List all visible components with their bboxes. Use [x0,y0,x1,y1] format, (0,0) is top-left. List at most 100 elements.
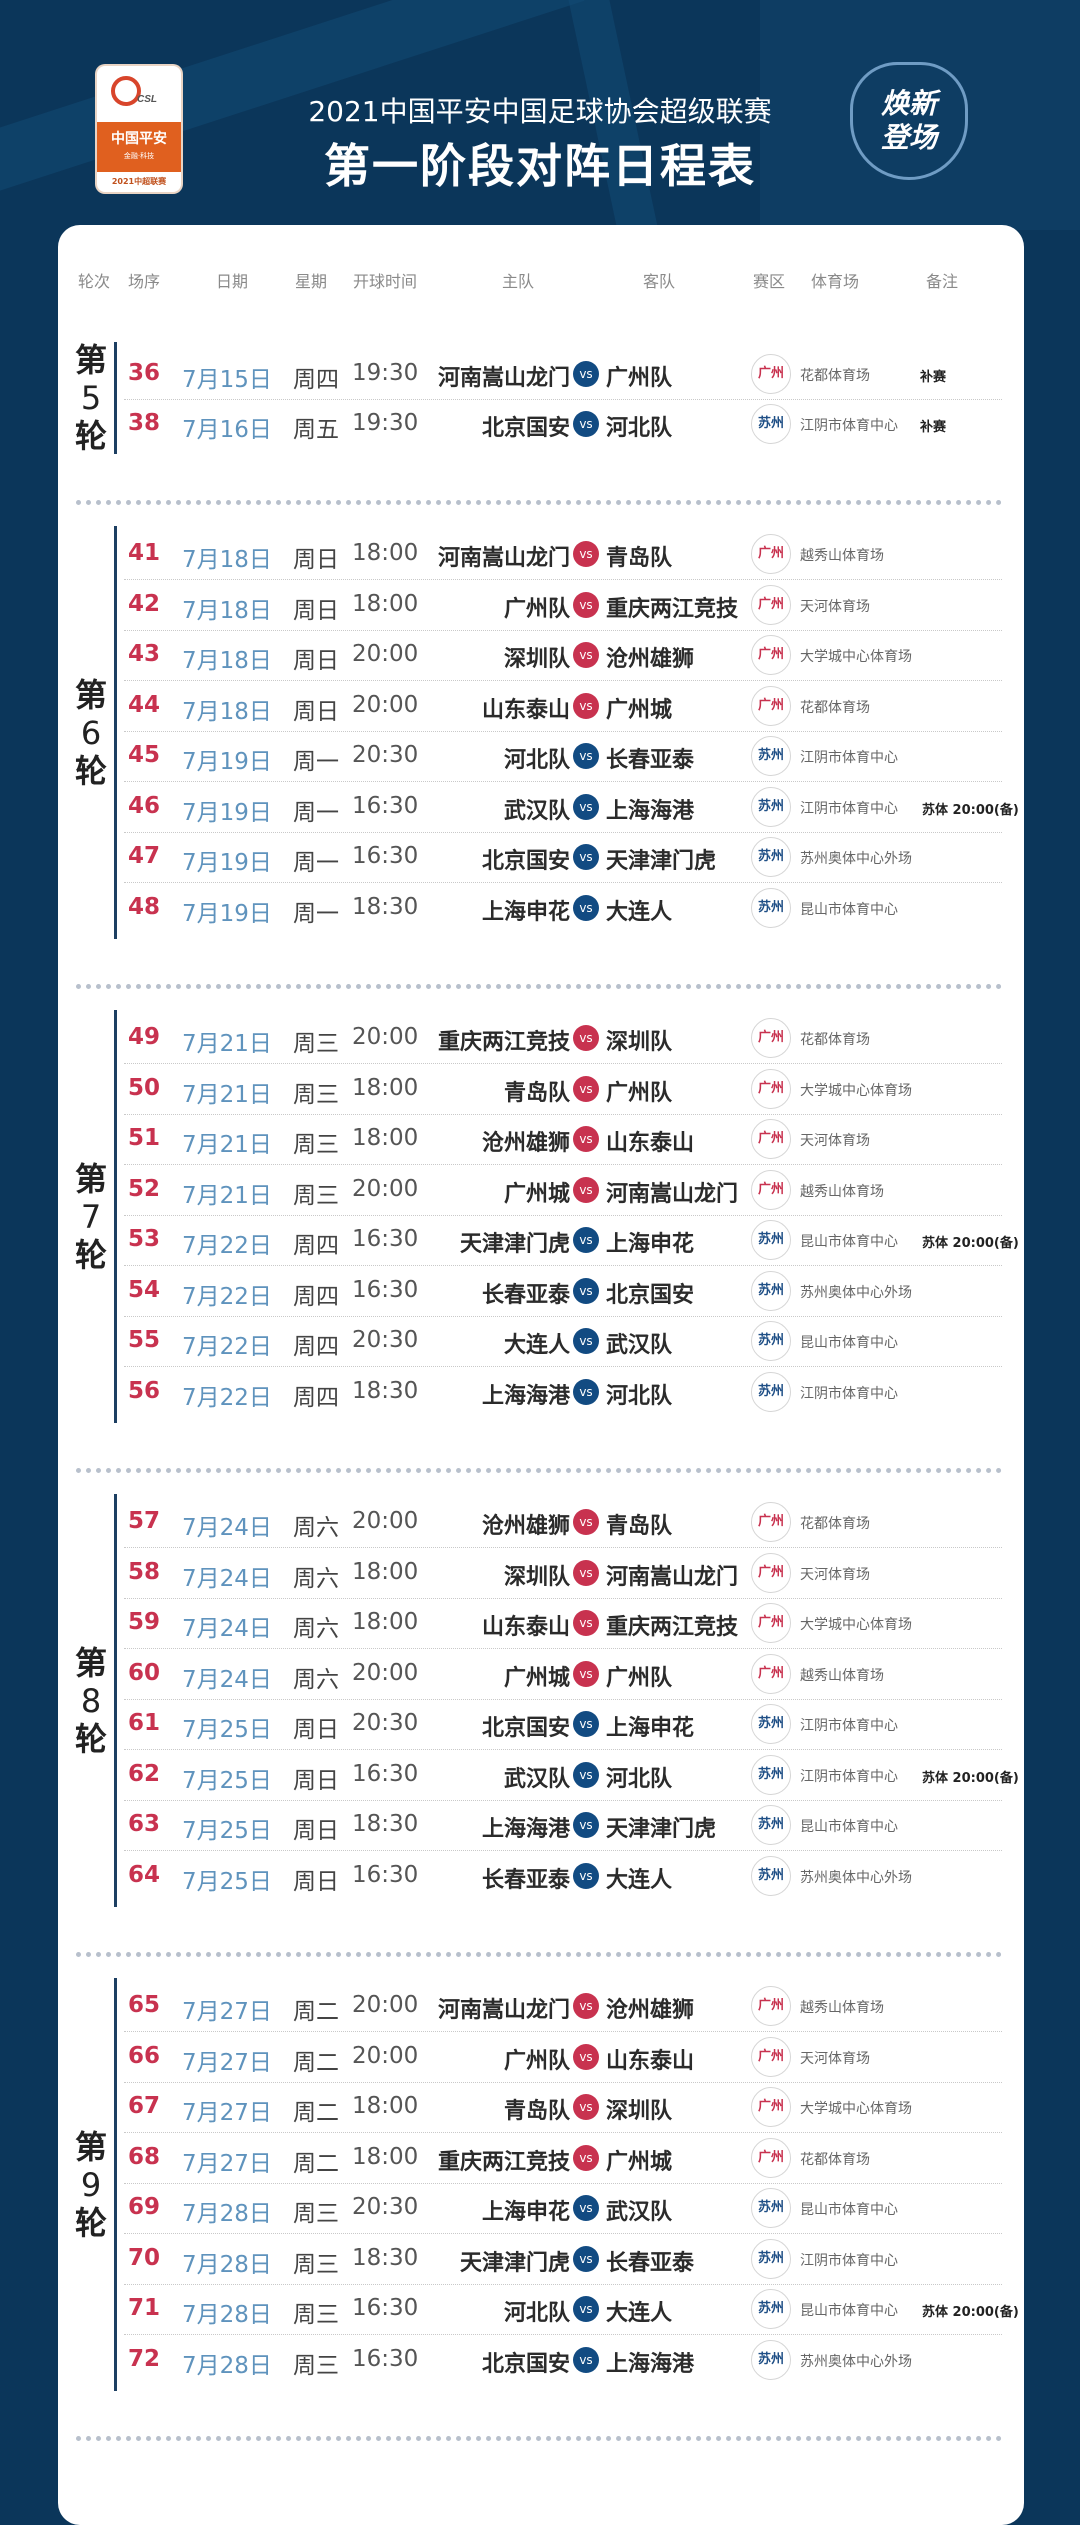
match-weekday: 周三 [293,2353,339,2379]
match-weekday: 周日 [293,1768,339,1794]
stadium: 天河体育场 [800,1567,870,1583]
home-team: 深圳队 [503,1565,570,1590]
home-team: 广州队 [503,597,570,622]
csl-logo: CSL 中国平安 金融·科技 2021中超联赛 [97,66,181,192]
away-team: 上海海港 [606,799,695,824]
kickoff-time: 18:00 [352,1125,419,1151]
match-date: 7月28日 [182,2302,272,2328]
row-separator [124,579,1002,580]
round-bar [114,342,117,454]
match-number: 59 [128,1609,161,1635]
match-number: 47 [128,843,161,869]
stadium: 花都体育场 [800,2152,870,2168]
match-number: 69 [128,2194,161,2220]
round-label-char: 轮 [74,2203,107,2242]
vs-icon: vs [573,1812,599,1838]
match-weekday: 周二 [293,1999,339,2025]
away-team: 大连人 [606,2301,673,2326]
row-separator [124,399,1002,400]
away-team: 河北队 [606,416,673,441]
home-team: 山东泰山 [481,1615,570,1640]
home-team: 深圳队 [503,647,570,672]
vs-icon: vs [573,2296,599,2322]
kickoff-time: 20:00 [352,641,419,667]
match-weekday: 周三 [293,1183,339,1209]
match-weekday: 周六 [293,1616,339,1642]
stadium: 江阴市体育中心 [800,418,898,434]
vs-icon: vs [573,1509,599,1535]
away-team: 山东泰山 [606,2049,695,2074]
stadium: 昆山市体育中心 [800,1819,898,1835]
home-team: 武汉队 [503,1767,570,1792]
slogan-badge: 焕新 登场 [850,62,968,180]
away-team: 河南嵩山龙门 [606,1565,739,1590]
zone-badge: 广州 [751,1069,791,1109]
match-number: 43 [128,641,161,667]
match-weekday: 周一 [293,749,339,775]
round-label-char: 第 [74,2127,107,2166]
match-note: 补赛 [920,370,947,385]
match-weekday: 周五 [293,417,339,443]
kickoff-time: 16:30 [352,2295,419,2321]
match-number: 63 [128,1811,161,1837]
vs-icon: vs [573,1762,599,1788]
stadium: 苏州奥体中心外场 [800,1870,912,1886]
kickoff-time: 18:00 [352,591,419,617]
away-team: 大连人 [606,1868,673,1893]
match-date: 7月22日 [182,1334,272,1360]
home-team: 广州城 [503,1182,570,1207]
match-weekday: 周四 [293,367,339,393]
home-team: 河北队 [503,2301,570,2326]
match-number: 50 [128,1075,161,1101]
match-weekday: 周日 [293,547,339,573]
column-header: 日期 [215,272,249,291]
zone-badge: 苏州 [751,1805,791,1845]
kickoff-time: 20:30 [352,1327,419,1353]
kickoff-time: 20:00 [352,1508,419,1534]
away-team: 长春亚泰 [606,2251,695,2276]
match-date: 7月24日 [182,1616,272,1642]
column-header: 赛区 [752,272,786,291]
away-team: 重庆两江竞技 [606,597,739,622]
match-date: 7月19日 [182,901,272,927]
home-team: 长春亚泰 [481,1868,570,1893]
row-separator [124,882,1002,883]
kickoff-time: 19:30 [352,410,419,436]
kickoff-time: 18:30 [352,2245,419,2271]
badge-line: 登场 [880,121,937,154]
away-team: 沧州雄狮 [606,647,695,672]
away-team: 天津津门虎 [606,849,717,874]
home-team: 重庆两江竞技 [437,1030,570,1055]
home-team: 大连人 [503,1333,570,1358]
column-header: 轮次 [77,272,111,291]
zone-badge: 苏州 [751,1271,791,1311]
stadium: 江阴市体育中心 [800,1386,898,1402]
match-date: 7月15日 [182,367,272,393]
match-weekday: 周日 [293,699,339,725]
vs-icon: vs [573,592,599,618]
home-team: 重庆两江竞技 [437,2150,570,2175]
round-divider [76,1468,1002,1473]
zone-badge: 苏州 [751,1755,791,1795]
kickoff-time: 16:30 [352,793,419,819]
match-number: 53 [128,1226,161,1252]
match-number: 41 [128,540,161,566]
stadium: 昆山市体育中心 [800,2303,898,2319]
row-separator [124,1265,1002,1266]
round-label-char: 9 [80,2165,102,2204]
page-subtitle: 第一阶段对阵日程表 [324,139,756,193]
match-number: 52 [128,1176,161,1202]
kickoff-time: 20:30 [352,1710,419,1736]
row-separator [124,1063,1002,1064]
match-weekday: 周日 [293,1869,339,1895]
vs-icon: vs [573,2195,599,2221]
away-team: 天津津门虎 [606,1817,717,1842]
match-date: 7月24日 [182,1667,272,1693]
kickoff-time: 16:30 [352,2346,419,2372]
match-date: 7月18日 [182,598,272,624]
kickoff-time: 18:30 [352,1378,419,1404]
match-weekday: 周三 [293,2201,339,2227]
stadium: 苏州奥体中心外场 [800,851,912,867]
vs-icon: vs [573,1177,599,1203]
